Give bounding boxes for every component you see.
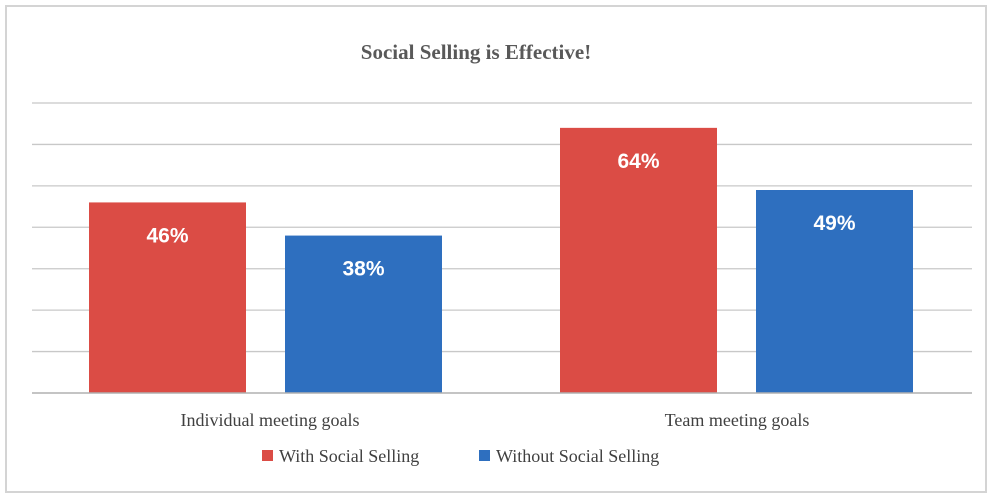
category-label-individual: Individual meeting goals <box>181 410 360 430</box>
data-label-with-1: 64% <box>617 150 659 173</box>
legend-label-with: With Social Selling <box>279 446 419 466</box>
legend-swatch-with <box>262 450 273 461</box>
data-label-without-0: 38% <box>342 258 384 281</box>
legend: With Social Selling Without Social Selli… <box>262 446 659 466</box>
data-labels: 46% 64% 38% 49% <box>146 150 855 281</box>
bar-without-0 <box>285 235 442 393</box>
data-label-without-1: 49% <box>813 212 855 235</box>
bar-with-1 <box>560 127 717 393</box>
bar-without-1 <box>756 190 913 393</box>
legend-label-without: Without Social Selling <box>496 446 659 466</box>
bars <box>89 127 913 393</box>
category-label-team: Team meeting goals <box>665 410 810 430</box>
chart-title: Social Selling is Effective! <box>361 40 591 64</box>
legend-swatch-without <box>479 450 490 461</box>
bar-with-0 <box>89 202 246 393</box>
data-label-with-0: 46% <box>146 224 188 247</box>
